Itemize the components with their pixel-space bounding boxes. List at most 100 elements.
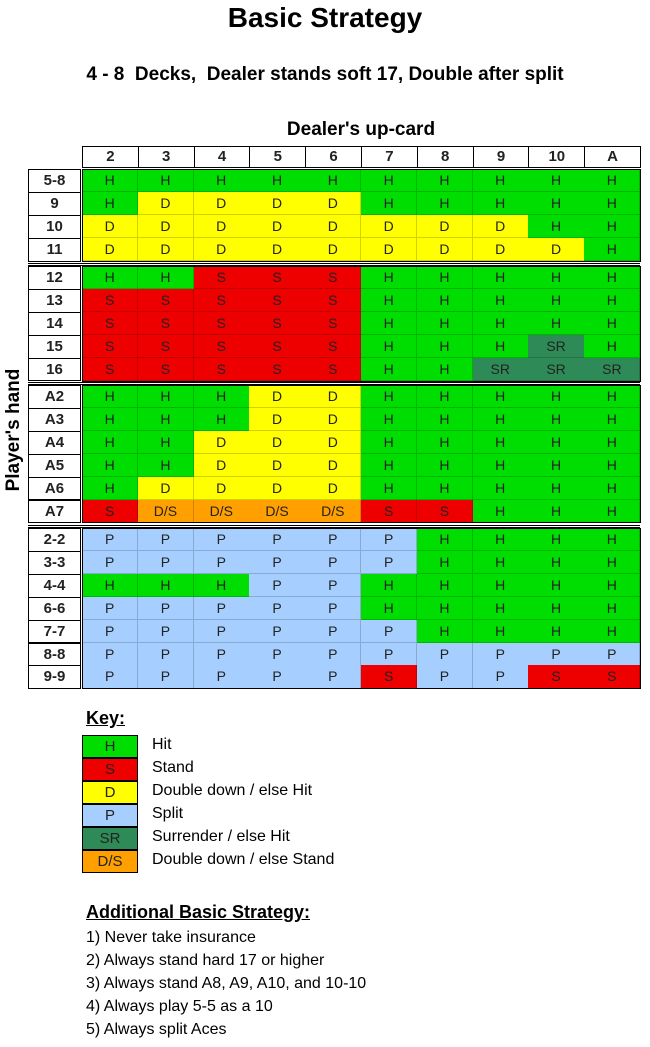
play-cell: P bbox=[305, 665, 362, 689]
play-cell: P bbox=[305, 528, 362, 552]
key-label: Stand bbox=[152, 759, 194, 776]
additional-strategy-item: 4) Always play 5-5 as a 10 bbox=[86, 998, 273, 1015]
play-cell: H bbox=[416, 385, 474, 409]
play-cell: D bbox=[305, 476, 362, 500]
column-header-3: 3 bbox=[137, 146, 195, 168]
play-cell: H bbox=[416, 573, 474, 598]
row-label: 10 bbox=[28, 214, 81, 239]
play-cell: P bbox=[193, 596, 250, 621]
row-label: 12 bbox=[28, 266, 81, 290]
row-label: A2 bbox=[28, 385, 81, 409]
play-cell: SR bbox=[472, 357, 529, 381]
play-cell: D/S bbox=[249, 499, 306, 523]
play-cell: S bbox=[193, 266, 250, 290]
play-cell: D bbox=[416, 237, 474, 262]
play-cell: H bbox=[82, 476, 139, 500]
row-label: A6 bbox=[28, 476, 81, 501]
play-cell: S bbox=[584, 665, 641, 689]
play-cell: P bbox=[249, 619, 306, 643]
play-cell: SR bbox=[584, 357, 641, 381]
play-cell: D bbox=[416, 214, 474, 239]
play-cell: D bbox=[361, 214, 418, 239]
play-cell: D bbox=[361, 237, 418, 262]
play-cell: H bbox=[584, 573, 641, 598]
play-cell: S bbox=[305, 288, 362, 313]
play-cell: H bbox=[137, 453, 195, 478]
play-cell: P bbox=[528, 642, 585, 666]
key-swatch: H bbox=[82, 735, 138, 758]
play-cell: H bbox=[584, 237, 641, 262]
play-cell: H bbox=[82, 191, 139, 216]
play-cell: H bbox=[472, 334, 529, 359]
play-cell: H bbox=[584, 311, 641, 336]
play-cell: D bbox=[82, 237, 139, 262]
play-cell: H bbox=[472, 266, 529, 290]
play-cell: P bbox=[82, 550, 139, 575]
key-swatch: P bbox=[82, 804, 138, 827]
play-cell: H bbox=[584, 288, 641, 313]
play-cell: H bbox=[416, 453, 474, 478]
row-label: A3 bbox=[28, 407, 81, 432]
play-cell: D/S bbox=[193, 499, 250, 523]
play-cell: H bbox=[361, 169, 418, 193]
play-cell: H bbox=[584, 191, 641, 216]
play-cell: H bbox=[361, 191, 418, 216]
play-cell: H bbox=[472, 453, 529, 478]
row-label: 13 bbox=[28, 288, 81, 313]
column-header-6: 6 bbox=[305, 146, 362, 168]
play-cell: H bbox=[472, 476, 529, 500]
play-cell: H bbox=[137, 266, 195, 290]
play-cell: P bbox=[82, 665, 139, 689]
play-cell: H bbox=[584, 550, 641, 575]
play-cell: H bbox=[472, 311, 529, 336]
play-cell: H bbox=[472, 430, 529, 455]
play-cell: S bbox=[249, 288, 306, 313]
play-cell: H bbox=[528, 476, 585, 500]
play-cell: H bbox=[82, 430, 139, 455]
play-cell: H bbox=[528, 596, 585, 621]
page-subtitle: 4 - 8 Decks, Dealer stands soft 17, Doub… bbox=[86, 64, 564, 85]
play-cell: S bbox=[193, 311, 250, 336]
play-cell: H bbox=[137, 573, 195, 598]
play-cell: P bbox=[305, 550, 362, 575]
group-separator bbox=[28, 382, 640, 385]
play-cell: H bbox=[137, 385, 195, 409]
play-cell: S bbox=[361, 665, 418, 689]
row-label: 11 bbox=[28, 237, 81, 262]
play-cell: P bbox=[82, 642, 139, 666]
play-cell: H bbox=[528, 619, 585, 643]
play-cell: H bbox=[82, 407, 139, 432]
play-cell: D bbox=[249, 191, 306, 216]
play-cell: H bbox=[82, 573, 139, 598]
play-cell: H bbox=[472, 385, 529, 409]
play-cell: H bbox=[528, 573, 585, 598]
play-cell: D bbox=[193, 476, 250, 500]
key-label: Hit bbox=[152, 736, 172, 753]
play-cell: S bbox=[305, 357, 362, 381]
play-cell: D bbox=[137, 237, 195, 262]
play-cell: S bbox=[305, 311, 362, 336]
play-cell: P bbox=[249, 642, 306, 666]
play-cell: D bbox=[305, 214, 362, 239]
play-cell: D bbox=[472, 237, 529, 262]
play-cell: P bbox=[137, 550, 195, 575]
page-title: Basic Strategy bbox=[227, 2, 423, 33]
play-cell: H bbox=[416, 288, 474, 313]
play-cell: P bbox=[137, 619, 195, 643]
play-cell: H bbox=[584, 619, 641, 643]
play-cell: P bbox=[305, 619, 362, 643]
group-separator bbox=[28, 263, 640, 266]
column-header-5: 5 bbox=[249, 146, 307, 168]
key-swatch: SR bbox=[82, 827, 138, 850]
play-cell: S bbox=[82, 288, 139, 313]
play-cell: D bbox=[137, 214, 195, 239]
key-swatch: S bbox=[82, 758, 138, 781]
play-cell: P bbox=[249, 665, 306, 689]
play-cell: S bbox=[82, 311, 139, 336]
play-cell: S bbox=[305, 334, 362, 359]
play-cell: H bbox=[82, 453, 139, 478]
play-cell: H bbox=[82, 266, 139, 290]
play-cell: H bbox=[361, 357, 418, 381]
play-cell: H bbox=[472, 288, 529, 313]
play-cell: P bbox=[361, 619, 418, 643]
